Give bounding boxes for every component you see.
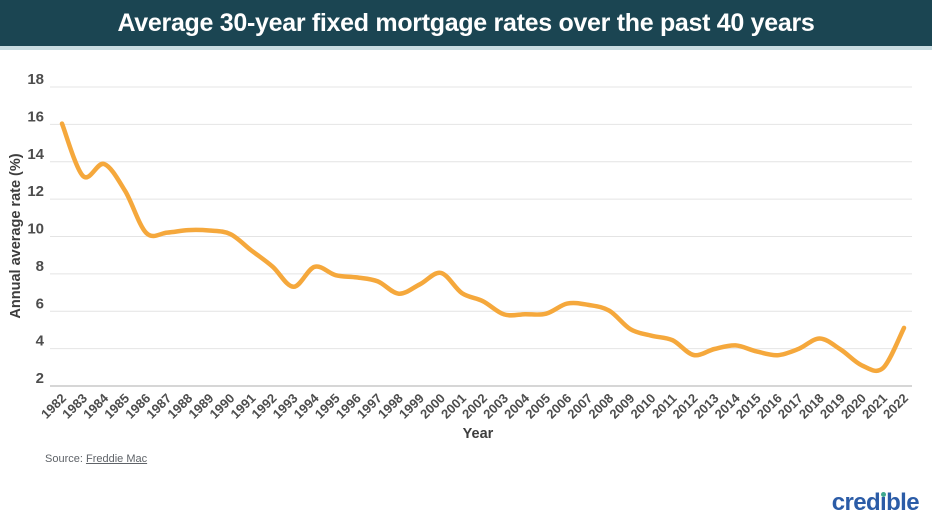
- logo-text-pre: cred: [831, 489, 881, 516]
- logo-text-post: ble: [886, 489, 919, 516]
- banner-accent-strip: [0, 46, 932, 50]
- logo-i-dot: [880, 492, 886, 497]
- chart-title: Average 30-year fixed mortgage rates ove…: [117, 8, 815, 37]
- logo-i-stem: ı: [880, 489, 887, 516]
- y-tick-label: 10: [27, 221, 44, 238]
- mortgage-rate-line: [59, 121, 907, 374]
- x-tick-label: 2022: [880, 391, 911, 422]
- y-tick-label: 6: [36, 295, 44, 312]
- y-tick-label: 16: [27, 108, 44, 125]
- source-label: Source:: [45, 453, 86, 465]
- y-tick-label: 14: [27, 146, 44, 163]
- logo-letter-i: ı: [880, 489, 887, 517]
- credible-logo[interactable]: credı ble: [831, 489, 920, 517]
- y-tick-label: 12: [27, 183, 44, 200]
- chart-title-banner: Average 30-year fixed mortgage rates ove…: [0, 0, 932, 46]
- chart-plot-area: 2468101214161819821983198419851986198719…: [27, 71, 912, 422]
- y-tick-label: 2: [36, 370, 44, 387]
- y-tick-label: 4: [36, 333, 45, 350]
- y-tick-label: 8: [36, 258, 44, 275]
- source-link[interactable]: Freddie Mac: [85, 453, 148, 465]
- x-axis-title: Year: [463, 426, 494, 442]
- y-tick-label: 18: [27, 71, 44, 88]
- source-note: Source: Freddie Mac: [45, 453, 147, 465]
- y-axis-title: Annual average rate (%): [8, 153, 24, 318]
